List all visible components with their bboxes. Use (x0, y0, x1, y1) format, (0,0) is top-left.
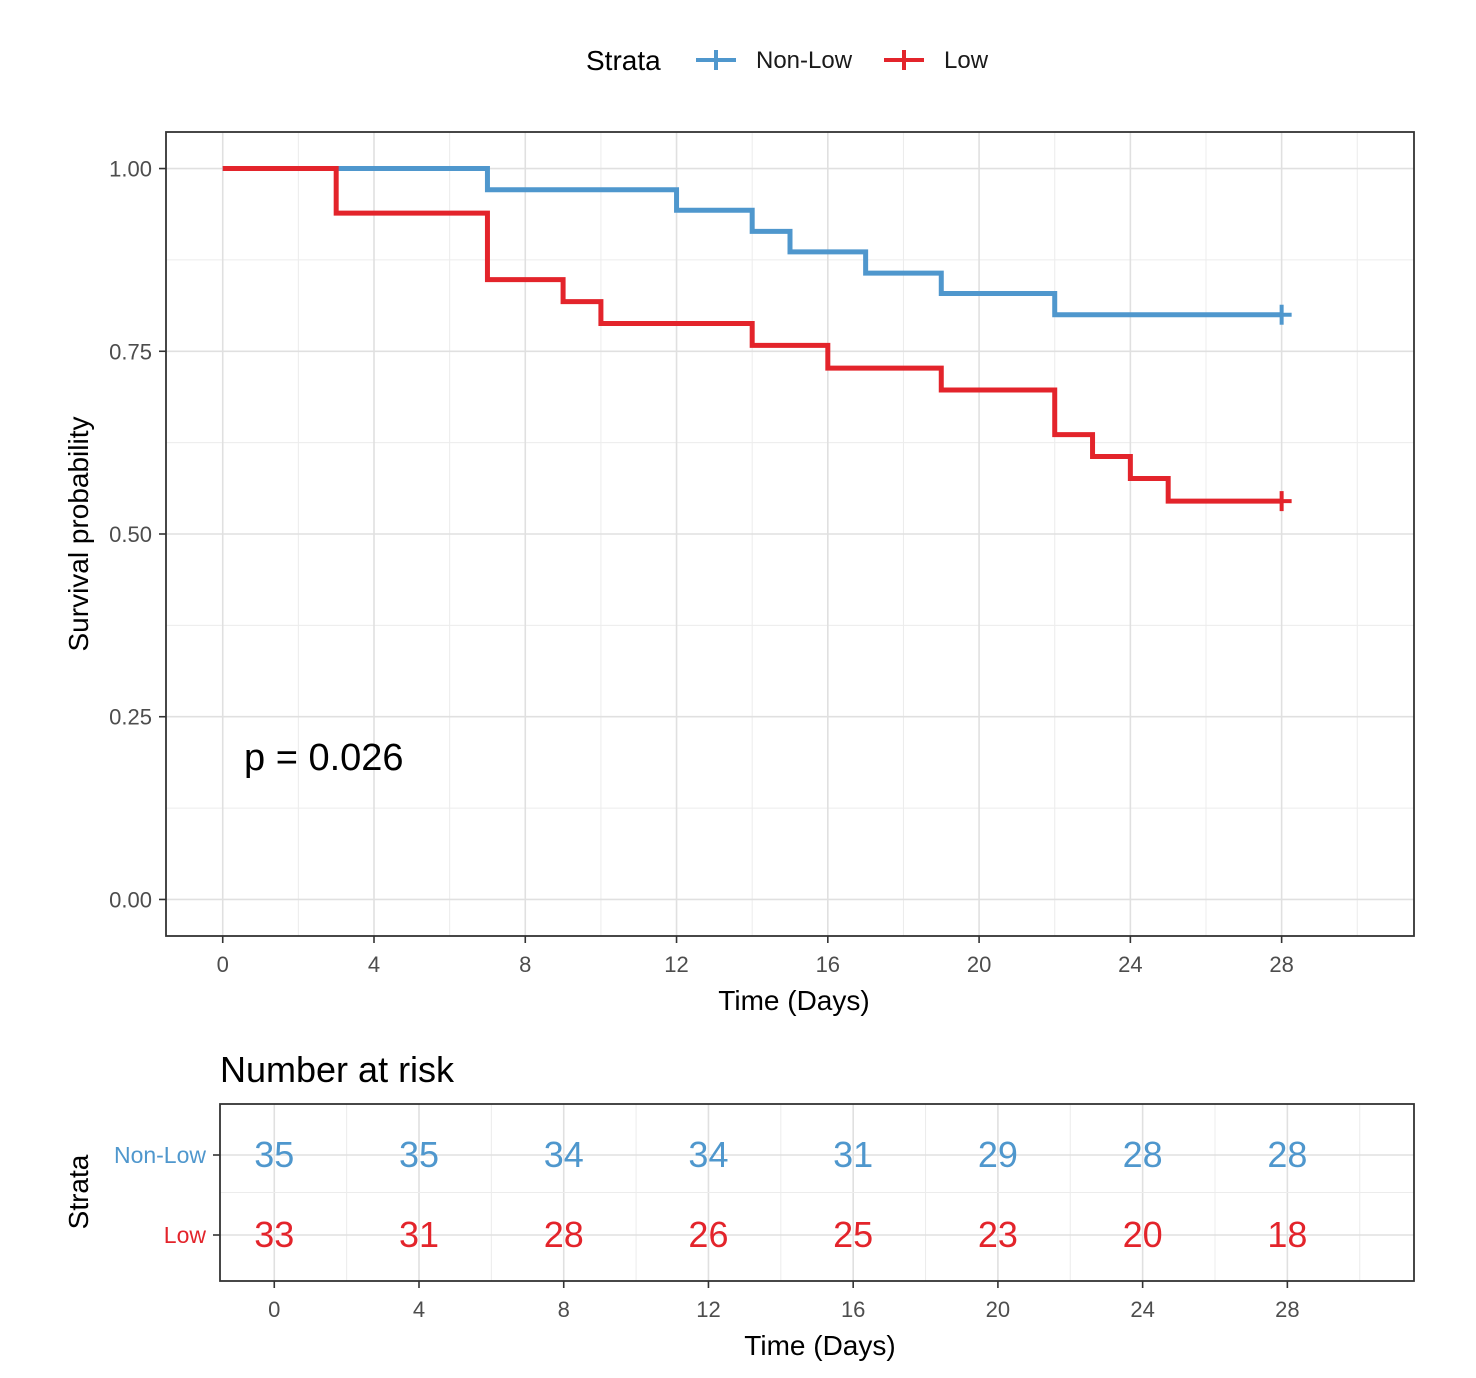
risk-row-label: Low (164, 1222, 207, 1248)
y-tick-label: 0.25 (109, 705, 152, 730)
legend: Strata Non-Low Low (586, 45, 989, 76)
risk-cell: 35 (254, 1134, 294, 1175)
survival-panel: 0.00 0.25 0.50 0.75 1.00 0 4 8 12 16 20 24 28 p = 0… (63, 131, 1415, 1016)
risk-row-labels: Non-Low Low (114, 1142, 220, 1248)
risk-cell: 31 (833, 1134, 873, 1175)
legend-title: Strata (586, 45, 661, 76)
risk-table-title: Number at risk (220, 1049, 455, 1090)
y-tick-label: 1.00 (109, 157, 152, 182)
x-axis-ticks: 0 4 8 12 16 20 24 28 (217, 936, 1294, 977)
legend-label-low: Low (944, 47, 989, 74)
survival-curves (222, 166, 1292, 512)
p-value-annotation: p = 0.026 (244, 737, 404, 779)
risk-x-tick-label: 28 (1275, 1297, 1299, 1322)
x-tick-label: 12 (664, 952, 688, 977)
risk-table-panel: Number at risk 35 35 34 34 31 29 28 28 33 31 28 26 2… (63, 1049, 1415, 1361)
risk-cell: 18 (1267, 1214, 1307, 1255)
risk-x-tick-label: 16 (841, 1297, 865, 1322)
risk-x-axis-title: Time (Days) (744, 1330, 895, 1361)
risk-x-tick-label: 12 (696, 1297, 720, 1322)
curve-low (222, 166, 1282, 504)
risk-panel-border (219, 1103, 1415, 1282)
x-tick-label: 16 (816, 952, 840, 977)
x-tick-label: 20 (967, 952, 991, 977)
risk-table-cells: 35 35 34 34 31 29 28 28 33 31 28 26 25 23 20 18 (254, 1134, 1307, 1255)
risk-cell: 28 (1267, 1134, 1307, 1175)
risk-cell: 34 (544, 1134, 584, 1175)
x-tick-label: 28 (1269, 952, 1293, 977)
risk-cell: 35 (399, 1134, 439, 1175)
risk-x-axis-ticks: 0 4 8 12 16 20 24 28 (268, 1281, 1300, 1322)
risk-cell: 26 (688, 1214, 728, 1255)
risk-cell: 28 (544, 1214, 584, 1255)
risk-x-tick-label: 0 (268, 1297, 280, 1322)
y-tick-label: 0.50 (109, 522, 152, 547)
x-axis-title: Time (Days) (718, 985, 869, 1016)
x-tick-label: 4 (368, 952, 380, 977)
legend-key-non-low (696, 50, 736, 70)
risk-x-tick-label: 4 (413, 1297, 425, 1322)
curve-non-low (222, 166, 1282, 318)
risk-cell: 28 (1123, 1134, 1163, 1175)
y-axis-title: Survival probability (63, 417, 94, 652)
x-tick-label: 8 (519, 952, 531, 977)
risk-x-tick-label: 20 (986, 1297, 1010, 1322)
y-tick-label: 0.75 (109, 339, 152, 364)
risk-cell: 20 (1123, 1214, 1163, 1255)
risk-x-tick-label: 8 (558, 1297, 570, 1322)
risk-cell: 25 (833, 1214, 873, 1255)
risk-cell: 23 (978, 1214, 1018, 1255)
risk-y-axis-title: Strata (63, 1154, 94, 1229)
risk-x-tick-label: 24 (1130, 1297, 1154, 1322)
y-tick-label: 0.00 (109, 887, 152, 912)
risk-cell: 34 (688, 1134, 728, 1175)
x-tick-label: 24 (1118, 952, 1142, 977)
legend-key-low (884, 50, 924, 70)
risk-cell: 29 (978, 1134, 1018, 1175)
risk-cell: 31 (399, 1214, 439, 1255)
y-axis-ticks: 0.00 0.25 0.50 0.75 1.00 (109, 157, 166, 912)
risk-row-label: Non-Low (114, 1142, 206, 1168)
legend-label-non-low: Non-Low (756, 47, 853, 74)
x-tick-label: 0 (217, 952, 229, 977)
risk-cell: 33 (254, 1214, 294, 1255)
risk-grid (220, 1104, 1414, 1281)
main-grid (166, 132, 1414, 936)
